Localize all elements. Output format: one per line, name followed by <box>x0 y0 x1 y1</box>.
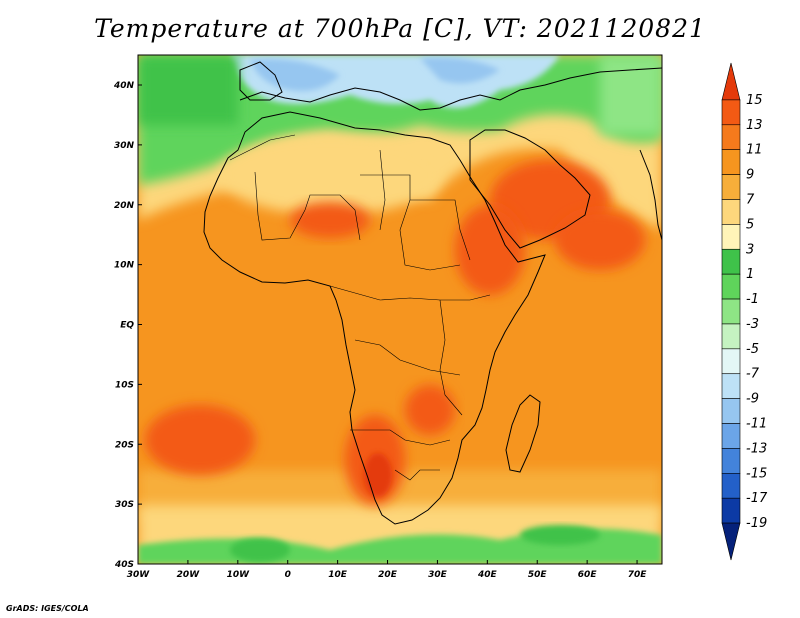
field-zambia-warm <box>405 385 455 435</box>
colorbar-swatch <box>721 323 741 350</box>
field-sahel-warm <box>290 202 370 238</box>
y-tick-label: 20S <box>115 440 134 450</box>
y-tick-label: 20N <box>114 201 135 211</box>
border-line <box>360 174 461 271</box>
colorbar-swatch <box>721 522 741 561</box>
border-line <box>439 299 463 416</box>
colorbar-swatch <box>721 373 741 399</box>
x-axis: 30W 20W 10W 0 10E 20E 30E 40E 50E 60E 70E <box>127 560 647 580</box>
border-line <box>379 149 386 231</box>
colorbar-swatch <box>721 149 741 175</box>
colorbar-label: -5 <box>746 342 759 357</box>
colorbar-label: -13 <box>746 441 767 456</box>
y-axis: 40N 30N 20N 10N EQ 10S 20S 30S 40S <box>113 81 142 570</box>
map-frame <box>137 54 663 565</box>
field-ethiopia-warm <box>455 205 525 295</box>
africa-coastline <box>203 111 546 525</box>
colorbar-swatch <box>721 199 741 225</box>
colorbar-swatch <box>721 348 741 375</box>
y-tick-label: EQ <box>120 321 134 331</box>
border-line <box>394 469 440 481</box>
border-line <box>350 429 451 446</box>
field-northwest-green <box>138 55 238 125</box>
y-tick-label: 10S <box>115 380 134 390</box>
colorbar-label: 1 <box>746 267 754 282</box>
x-tick-label: 60E <box>578 570 598 580</box>
border-line <box>410 199 471 261</box>
y-tick-label: 40S <box>114 560 134 570</box>
y-tick-label: 30S <box>115 500 134 510</box>
x-tick-label: 20E <box>378 570 398 580</box>
colorbar-swatch <box>721 273 741 300</box>
colorbar-label: 13 <box>746 118 763 133</box>
x-tick-label: 30W <box>127 570 151 580</box>
x-tick-label: 0 <box>285 570 291 580</box>
border-line <box>354 339 461 376</box>
field-south-green-patch <box>230 538 290 562</box>
colorbar-swatch <box>721 248 741 275</box>
colorbar-swatch <box>721 398 741 424</box>
x-tick-label: 40E <box>477 570 498 580</box>
colorbar-label: -15 <box>746 466 767 481</box>
colorbar-swatch <box>721 298 741 325</box>
field-kalahari-hot <box>364 453 392 497</box>
colorbar: 15 13 11 9 7 5 3 1 -1 -3 -5 -7 -9 -11 -13 -15 -17 -19 <box>721 62 768 561</box>
colorbar-swatch <box>721 62 741 101</box>
colorbar-label: -1 <box>746 292 759 307</box>
colorbar-label: 3 <box>746 242 754 257</box>
colorbar-swatch <box>721 497 741 524</box>
coastlines <box>203 61 662 525</box>
iberia-coastline <box>239 61 283 101</box>
x-tick-label: 10W <box>227 570 251 580</box>
field-arabian-sea-warm <box>555 210 645 270</box>
field-north-blue-dark <box>250 57 500 91</box>
arabia-coastline <box>469 129 591 249</box>
madagascar-coastline <box>505 394 541 473</box>
y-tick-label: 40N <box>113 81 135 91</box>
field-south-green-patch <box>520 525 600 545</box>
colorbar-swatch <box>721 174 741 200</box>
colorbar-label: 9 <box>746 168 754 183</box>
colorbar-label: -19 <box>746 516 767 531</box>
colorbar-label: 15 <box>746 93 763 108</box>
colorbar-label: -3 <box>746 317 759 332</box>
colorbar-swatch <box>721 224 741 250</box>
colorbar-swatch <box>721 423 741 449</box>
colorbar-swatch <box>721 99 741 126</box>
country-borders <box>229 134 491 481</box>
x-tick-label: 10E <box>328 570 348 580</box>
colorbar-swatch <box>721 448 741 474</box>
colorbar-label: -7 <box>746 367 760 382</box>
field-sahara <box>220 135 440 215</box>
europe-coastline <box>239 67 662 111</box>
y-tick-label: 30N <box>114 141 135 151</box>
x-tick-label: 50E <box>528 570 548 580</box>
colorbar-label: -9 <box>746 392 759 407</box>
colorbar-label: 11 <box>746 143 763 158</box>
x-tick-label: 70E <box>628 570 648 580</box>
border-line <box>329 285 491 301</box>
field-south-atlantic-warm <box>145 405 255 475</box>
colorbar-label: 5 <box>746 217 754 232</box>
map-title: Temperature at 700hPa [C], VT: 202112082… <box>94 14 706 43</box>
border-line <box>254 171 361 241</box>
colorbar-label: 7 <box>746 192 755 207</box>
colorbar-swatch <box>721 473 741 499</box>
grads-credit: GrADS: IGES/COLA <box>6 604 89 613</box>
y-tick-label: 10N <box>114 261 135 271</box>
field-northeast-green <box>600 55 662 135</box>
colorbar-label: -17 <box>746 491 768 506</box>
temperature-field <box>138 55 662 564</box>
x-tick-label: 30E <box>428 570 448 580</box>
colorbar-swatch <box>721 124 741 150</box>
colorbar-label: -11 <box>746 417 767 432</box>
border-line <box>229 134 296 161</box>
x-tick-label: 20W <box>177 570 201 580</box>
india-coastline <box>639 149 662 241</box>
